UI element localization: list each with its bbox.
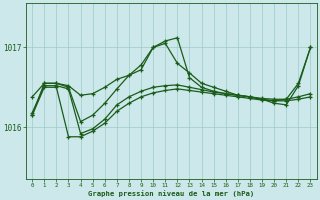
X-axis label: Graphe pression niveau de la mer (hPa): Graphe pression niveau de la mer (hPa) xyxy=(88,190,254,197)
